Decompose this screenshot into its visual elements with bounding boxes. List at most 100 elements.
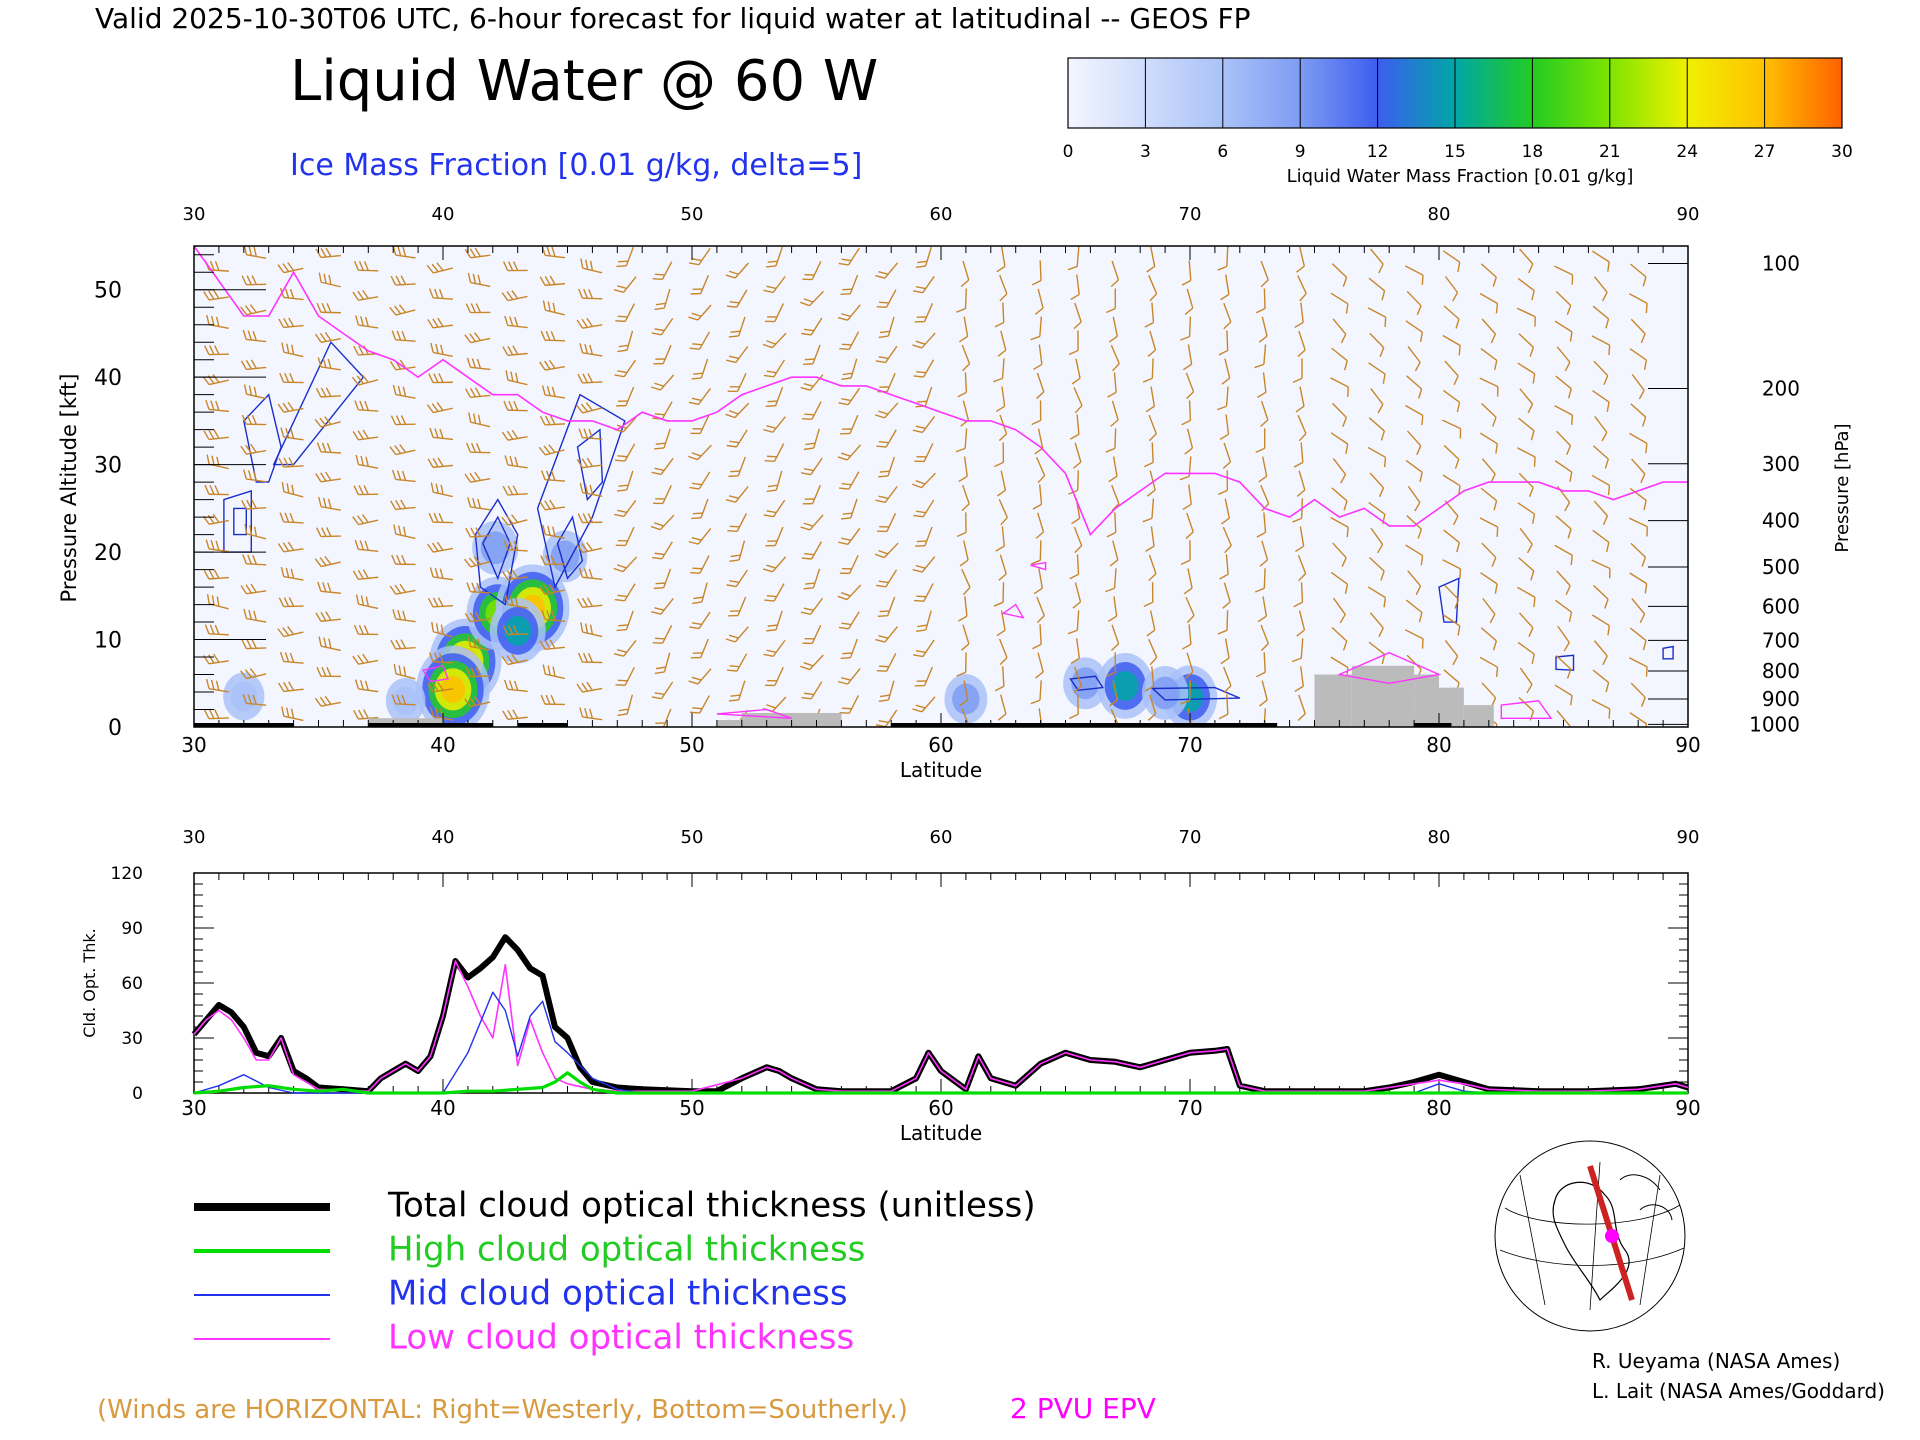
wind-barb bbox=[651, 681, 674, 700]
ice-contour bbox=[233, 507, 247, 536]
wind-barb bbox=[242, 554, 267, 566]
wind-barb bbox=[765, 526, 784, 547]
terrain-block bbox=[1439, 687, 1464, 727]
wind-barb bbox=[614, 359, 636, 378]
wind-barb bbox=[464, 611, 491, 623]
wind-barb bbox=[1518, 333, 1535, 357]
wind-barb bbox=[205, 678, 229, 693]
wind-barb bbox=[650, 514, 675, 531]
wind-barb bbox=[1406, 515, 1423, 539]
wind-barb bbox=[1331, 402, 1348, 427]
wind-barb bbox=[205, 399, 229, 413]
series-line-mid bbox=[193, 991, 1688, 1094]
wind-barb bbox=[727, 653, 748, 672]
cross-section-background bbox=[194, 246, 1688, 727]
wind-barb bbox=[729, 540, 746, 563]
wind-barb bbox=[1554, 684, 1573, 706]
wind-barb bbox=[1033, 568, 1044, 595]
wind-barb bbox=[279, 512, 304, 524]
wind-barb bbox=[840, 274, 859, 296]
wind-barb bbox=[993, 358, 1005, 383]
wind-barb bbox=[998, 554, 1007, 581]
wind-barb bbox=[617, 330, 634, 353]
wind-barb bbox=[959, 540, 969, 567]
wind-barb bbox=[1030, 316, 1043, 341]
wind-barb bbox=[503, 400, 528, 412]
wind-barb bbox=[1034, 288, 1044, 315]
optical-thickness-xtick-bottom: 50 bbox=[679, 1096, 704, 1120]
wind-barb bbox=[576, 541, 603, 554]
terrain-block bbox=[1351, 665, 1415, 727]
wind-barbs bbox=[202, 246, 1648, 727]
wind-barb bbox=[1628, 517, 1648, 537]
wind-barb bbox=[391, 469, 416, 483]
wind-barb bbox=[1106, 288, 1117, 314]
wind-barb bbox=[763, 276, 786, 294]
wind-barb bbox=[1443, 529, 1460, 553]
wind-barb bbox=[876, 289, 897, 309]
wind-barb bbox=[1591, 559, 1611, 579]
wind-barb bbox=[1294, 302, 1304, 329]
wind-barb bbox=[615, 526, 635, 547]
wind-barb bbox=[615, 303, 636, 323]
cross-section-pressure-tick: 900 bbox=[1762, 687, 1800, 711]
wind-barb bbox=[1629, 712, 1648, 727]
wind-barb bbox=[1256, 512, 1267, 538]
wind-barb bbox=[764, 303, 785, 323]
wind-barb bbox=[576, 597, 603, 608]
optical-thickness-xtick-bottom: 60 bbox=[928, 1096, 953, 1120]
wind-barb bbox=[1407, 346, 1421, 372]
wind-barb bbox=[241, 499, 267, 510]
wind-barb bbox=[1220, 498, 1231, 525]
wind-barb bbox=[428, 652, 454, 664]
wind-barb bbox=[278, 317, 304, 329]
wind-barb bbox=[1030, 680, 1042, 705]
wind-barb bbox=[1296, 610, 1306, 637]
wind-barb bbox=[278, 457, 304, 468]
wind-barb bbox=[351, 374, 379, 386]
wind-barb bbox=[613, 276, 637, 293]
wind-barb bbox=[1594, 415, 1608, 442]
wind-barb bbox=[1516, 447, 1536, 467]
wind-barb bbox=[1368, 417, 1386, 441]
optical-thickness-xtick-top: 90 bbox=[1677, 827, 1700, 848]
wind-barb bbox=[653, 485, 672, 505]
wind-barb bbox=[654, 428, 671, 450]
wind-barb bbox=[465, 303, 491, 314]
wind-barb bbox=[1255, 428, 1266, 454]
wind-barb bbox=[466, 582, 491, 594]
wind-barb bbox=[956, 512, 967, 538]
wind-barb bbox=[241, 275, 267, 286]
wind-barb bbox=[839, 471, 860, 490]
wind-barb bbox=[652, 625, 673, 644]
wind-barb bbox=[1592, 529, 1610, 553]
wind-barb bbox=[390, 639, 416, 650]
wind-barb bbox=[1259, 540, 1269, 567]
wind-barb bbox=[688, 304, 712, 321]
legend-label-high: High cloud optical thickness bbox=[388, 1230, 865, 1270]
wind-barb bbox=[1184, 652, 1194, 679]
wind-barb bbox=[467, 497, 491, 511]
wind-barb bbox=[578, 428, 603, 440]
wind-barb bbox=[426, 262, 453, 274]
wind-barb bbox=[692, 582, 708, 605]
terrain-block bbox=[1314, 674, 1352, 727]
wind-barb bbox=[242, 469, 267, 483]
wind-barb bbox=[576, 457, 603, 469]
wind-barb bbox=[912, 696, 936, 713]
wind-barb bbox=[689, 471, 711, 490]
wind-barb bbox=[428, 373, 454, 384]
optical-thickness-lines bbox=[191, 934, 1689, 1095]
ice-contour bbox=[1069, 675, 1105, 692]
wind-barb bbox=[960, 260, 970, 288]
wind-barb bbox=[1554, 320, 1573, 342]
wind-barb bbox=[1297, 554, 1307, 582]
cross-section-xtick-bottom: 90 bbox=[1675, 733, 1700, 757]
wind-barb bbox=[994, 666, 1005, 692]
wind-barb bbox=[801, 317, 823, 336]
wind-barb bbox=[915, 610, 932, 633]
cross-section-pressure-tick: 700 bbox=[1762, 628, 1800, 652]
wind-barb bbox=[993, 582, 1005, 607]
pv-contour bbox=[1500, 700, 1553, 719]
wind-barb bbox=[1479, 432, 1498, 454]
